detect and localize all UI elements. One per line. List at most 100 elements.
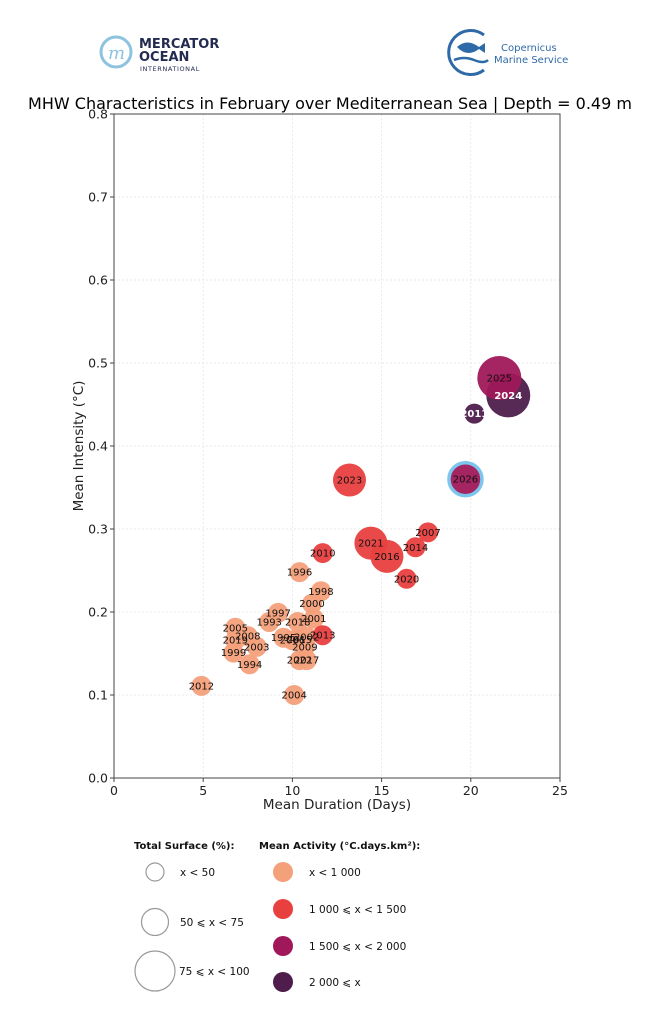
- x-tick-label: 15: [374, 783, 390, 798]
- bubble-label: 2017: [294, 656, 319, 667]
- bubble-label: 2007: [415, 528, 440, 539]
- bubble-label: 2005: [223, 623, 248, 634]
- bubble-2004: [284, 685, 305, 705]
- x-tick-label: 10: [284, 783, 300, 798]
- copernicus-line2: Marine Service: [494, 55, 568, 66]
- bubble-mark: [268, 602, 289, 623]
- bubble-mark: [303, 608, 324, 629]
- copernicus-arc-icon: [447, 29, 485, 76]
- mercator-line1: MERCATOR: [139, 37, 219, 52]
- legend-surface-marker: [134, 950, 176, 992]
- legend: Total Surface (%): Mean Activity (°C.day…: [134, 841, 420, 992]
- legend-activity-label: x < 1 000: [309, 867, 361, 879]
- mercator-line3: INTERNATIONAL: [140, 65, 200, 73]
- bubble-2012: [191, 675, 212, 696]
- legend-surface-label: x < 50: [180, 867, 215, 879]
- bubble-label: 2004: [281, 691, 306, 702]
- bubble-2020: [396, 568, 417, 589]
- grid: [113, 113, 561, 779]
- x-tick-label: 0: [110, 783, 118, 798]
- bubble-mark: [225, 617, 246, 638]
- bubble-mark: [310, 581, 331, 602]
- bubble-mark: [405, 537, 426, 558]
- bubble-label: 1996: [287, 568, 312, 579]
- bubble-1996: [289, 562, 310, 583]
- bubble-2016: [370, 539, 404, 573]
- bubble-label: 2022: [287, 656, 312, 667]
- y-tick-label: 0.8: [88, 107, 108, 122]
- legend-activity-label: 1 500 ⩽ x < 2 000: [309, 941, 406, 953]
- bubble-label: 2018: [285, 617, 310, 628]
- bubble-2011: [464, 403, 485, 424]
- bubble-label: 2015: [287, 635, 312, 646]
- bubble-label: 2016: [374, 552, 399, 563]
- bubble-label: 2024: [494, 391, 522, 402]
- bubble-2018: [287, 611, 308, 632]
- mercator-line2: OCEAN: [139, 50, 189, 65]
- bubble-label: 2010: [310, 549, 335, 560]
- legend-activity-marker: [273, 899, 293, 919]
- bubble-label: 1999: [221, 648, 246, 659]
- bubble-2010: [312, 543, 333, 564]
- y-tick-label: 0.4: [88, 439, 108, 454]
- bubble-mark: [417, 522, 438, 543]
- bubble-label: 2001: [301, 614, 326, 625]
- mercator-m-glyph: m: [108, 43, 125, 64]
- bubble-2005: [225, 617, 246, 638]
- bubble-1998: [310, 581, 331, 602]
- bubble-label: 1998: [308, 587, 333, 598]
- bubble-label: 2013: [310, 631, 335, 642]
- bubble-mark: [289, 562, 310, 583]
- wave-icon: [453, 56, 489, 64]
- bubble-label: 2011: [460, 409, 488, 420]
- bubble-2023: [332, 463, 366, 497]
- bubble-label: 2014: [403, 543, 428, 554]
- bubble-mark: [477, 355, 522, 400]
- y-tick-label: 0.0: [88, 771, 108, 786]
- bubble-mark: [239, 654, 260, 675]
- bubble-label: 1994: [237, 660, 262, 671]
- legend-surface-label: 50 ⩽ x < 75: [180, 917, 244, 929]
- bubble-label: 2019: [223, 636, 248, 647]
- bubble-label: 2000: [299, 599, 324, 610]
- x-axis: 0 5 10 15 20 25: [110, 778, 568, 798]
- chart-title: MHW Characteristics in February over Med…: [28, 94, 632, 113]
- bubble-mark: [370, 539, 404, 573]
- legend-activity-label: 1 000 ⩽ x < 1 500: [309, 904, 406, 916]
- bubble-2014: [405, 537, 426, 558]
- mercator-logo-icon: [99, 35, 133, 69]
- bubble-label: 2003: [244, 642, 269, 653]
- bubble-label: 2012: [189, 681, 214, 692]
- bubble-label: 1993: [256, 617, 281, 628]
- x-tick-label: 5: [199, 783, 207, 798]
- legend-surface-marker: [140, 907, 170, 937]
- bubble-mark: [447, 460, 484, 498]
- legend-activity-marker: [273, 862, 293, 882]
- fish-icon: [457, 42, 485, 54]
- bubble-mark: [396, 568, 417, 589]
- legend-activity-marker: [273, 936, 293, 956]
- legend-activity-title: Mean Activity (°C.days.km²):: [259, 841, 420, 852]
- bubble-2007: [417, 522, 438, 543]
- bubble-2013: [312, 625, 333, 646]
- bubble-mark: [296, 650, 317, 671]
- bubble-mark: [312, 543, 333, 564]
- x-tick-label: 25: [552, 783, 568, 798]
- legend-surface-marker: [145, 862, 165, 882]
- bubble-label: 2009: [292, 642, 317, 653]
- plot-frame: [113, 113, 561, 779]
- y-tick-label: 0.5: [88, 356, 108, 371]
- legend-activity-label: 2 000 ⩽ x: [309, 977, 361, 989]
- x-axis-label: Mean Duration (Days): [263, 797, 411, 813]
- bubble-2025: [477, 355, 522, 400]
- y-tick-label: 0.2: [88, 605, 108, 620]
- bubble-mark: [464, 403, 485, 424]
- y-tick-label: 0.6: [88, 273, 108, 288]
- legend-surface-label: 75 ⩽ x < 100: [179, 966, 250, 978]
- bubble-mark: [287, 611, 308, 632]
- bubble-2017: [296, 650, 317, 671]
- bubble-2001: [303, 608, 324, 629]
- bubble-label: 1995: [271, 633, 296, 644]
